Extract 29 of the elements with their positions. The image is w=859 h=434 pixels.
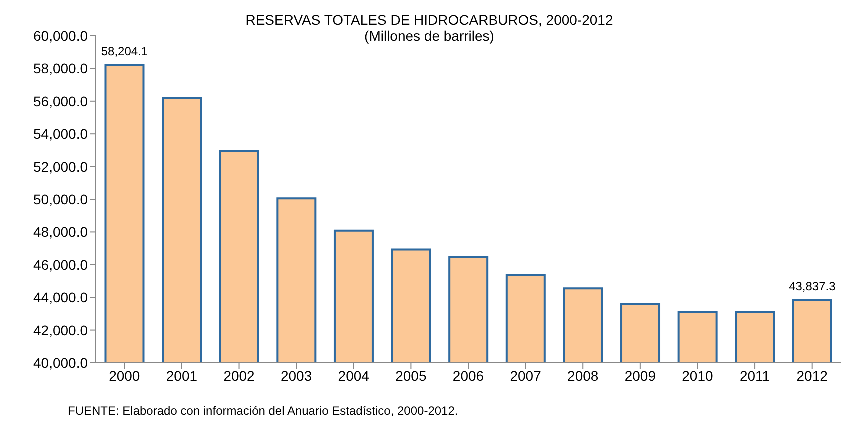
data-label: 43,837.3 (789, 279, 836, 294)
y-tick-label: 54,000.0 (34, 126, 88, 142)
x-tick-label: 2006 (452, 368, 484, 384)
data-label: 58,204.1 (101, 44, 148, 58)
x-tick-label: 2011 (740, 368, 770, 384)
y-tick-label: 42,000.0 (34, 322, 88, 338)
x-tick-label: 2002 (224, 368, 256, 384)
chart-subtitle: (Millones de barriles) (364, 28, 494, 44)
y-tick-label: 44,000.0 (34, 290, 88, 306)
x-tick-label: 2003 (281, 368, 312, 384)
y-tick-label: 50,000.0 (34, 191, 88, 208)
x-tick-label: 2004 (338, 368, 370, 384)
y-tick-label: 56,000.0 (34, 93, 88, 110)
x-tick-label: 2012 (796, 368, 828, 384)
x-tick-label: 2007 (510, 368, 542, 384)
x-tick-label: 2000 (109, 368, 140, 384)
x-tick-label: 2001 (166, 368, 198, 384)
y-tick-label: 40,000.0 (34, 354, 88, 371)
y-tick-label: 60,000.0 (34, 28, 88, 44)
y-tick-label: 52,000.0 (34, 158, 88, 175)
y-tick-label: 46,000.0 (34, 256, 88, 273)
y-tick-label: 58,000.0 (34, 60, 88, 77)
y-tick-label: 48,000.0 (34, 224, 88, 240)
x-tick-label: 2005 (396, 368, 427, 384)
source-note: FUENTE: Elaborado con información del Anuario Estadístico, 2000-2012. (68, 404, 458, 418)
chart-title: RESERVAS TOTALES DE HIDROCARBUROS, 2000-2012 (244, 12, 614, 28)
x-tick-label: 2009 (624, 368, 656, 384)
x-tick-label: 2010 (682, 368, 714, 384)
x-tick-label: 2008 (568, 368, 599, 384)
